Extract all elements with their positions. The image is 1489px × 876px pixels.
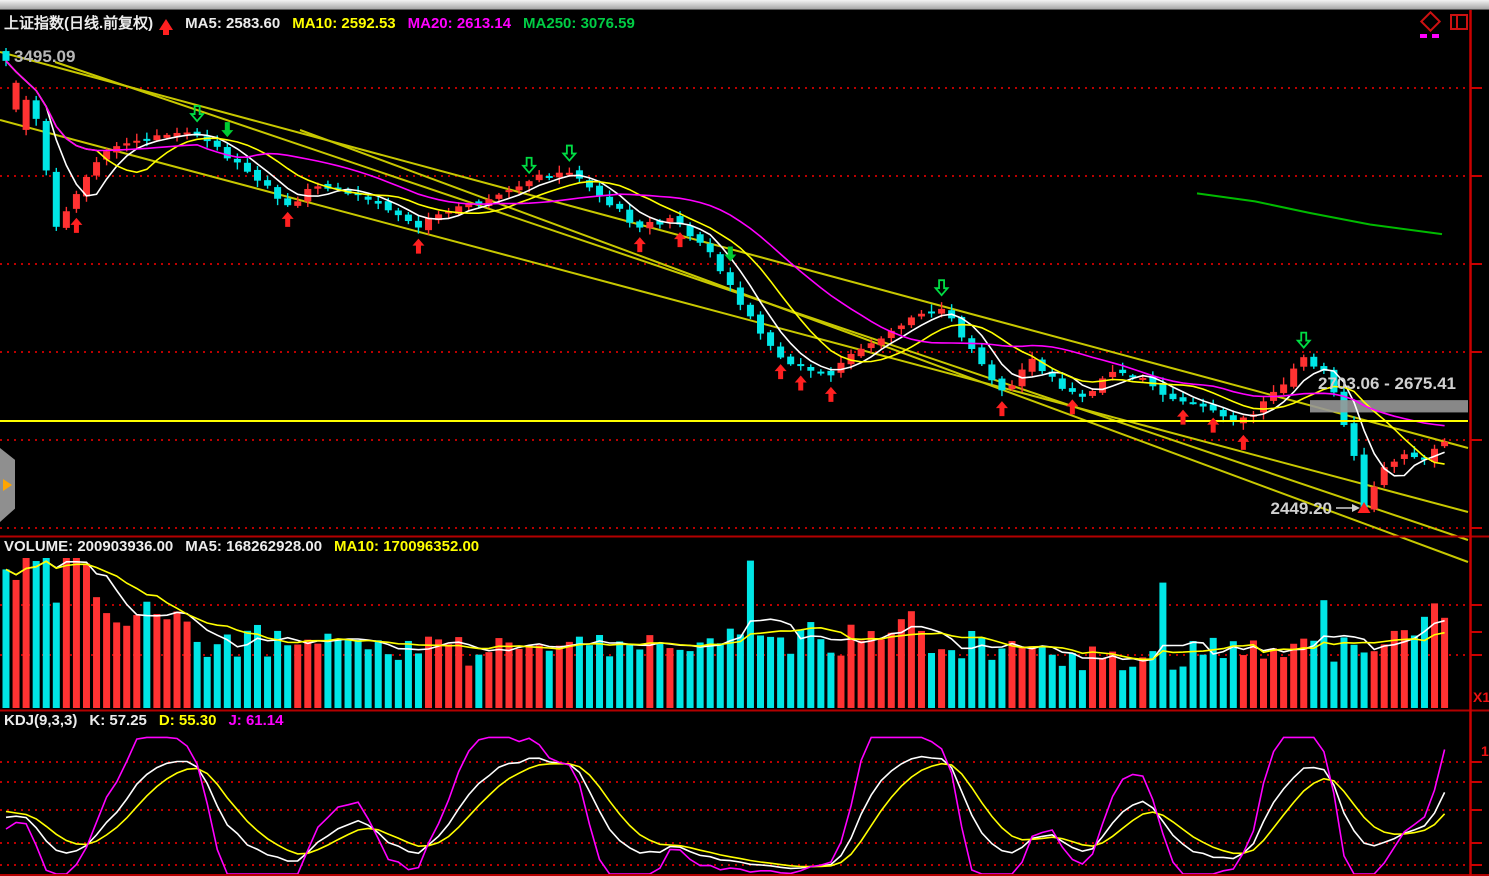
expand-arrow-icon [3, 479, 12, 491]
sell-alert-icon [521, 156, 538, 175]
chart-toolbar [1419, 10, 1468, 38]
buy-signal-icon [412, 238, 425, 254]
window-titlebar [0, 0, 1489, 10]
chart-frame [0, 10, 1489, 876]
buy-signal-icon [1237, 434, 1250, 450]
kdj-label: KDJ(9,3,3) [4, 712, 78, 729]
volume-ma5-readout: MA5: 168262928.00 [185, 538, 323, 555]
low-label-arrow-icon [1336, 504, 1360, 512]
sell-signal-icon [724, 246, 737, 262]
candlestick-pane[interactable] [0, 48, 1469, 563]
sell-alert-icon [189, 105, 206, 123]
kdj-header: KDJ(9,3,3) K: 57.25 D: 55.30 J: 61.14 [4, 712, 296, 729]
kdj-k-readout: K: 57.25 [89, 712, 147, 729]
expand-panel-tab[interactable] [0, 448, 15, 522]
buy-signal-icon [794, 375, 807, 391]
buy-signal-icon [1177, 409, 1190, 425]
buy-signal-icon [774, 364, 787, 380]
ma10-readout: MA10: 2592.53 [292, 15, 396, 32]
diamond-icon [1419, 10, 1442, 33]
volume-ma10-readout: MA10: 170096352.00 [334, 538, 480, 555]
ma250-readout: MA250: 3076.59 [523, 15, 635, 32]
sell-alert-icon [1295, 331, 1312, 349]
split-window-button[interactable] [1450, 14, 1468, 30]
kdj-j-readout: J: 61.14 [228, 712, 284, 729]
sell-alert-icon [561, 144, 578, 162]
buy-signal-icon [1066, 399, 1079, 415]
ma20-readout: MA20: 2613.14 [407, 15, 512, 32]
buy-signal-icon [281, 211, 294, 227]
volume-readout: VOLUME: 200903936.00 [4, 538, 174, 555]
up-arrow-icon [159, 19, 174, 35]
diamond-dots [1420, 34, 1439, 38]
buy-signal-icon [70, 217, 83, 233]
axis-partial-label: 1 [1481, 743, 1489, 759]
volume-header: VOLUME: 200903936.00 MA5: 168262928.00 MA1… [4, 538, 491, 555]
chart-title: 上证指数(日线.前复权) [4, 15, 154, 32]
buy-signal-icon [674, 232, 687, 248]
buy-signal-icon [633, 237, 646, 253]
main-chart-header: 上证指数(日线.前复权) MA5: 2583.60 MA10: 2592.53 MA2… [4, 12, 647, 35]
sell-signal-icon [221, 122, 234, 138]
volume-unit-label: X1 [1473, 689, 1489, 705]
buy-signal-icon [995, 401, 1008, 417]
low-point-marker [1357, 502, 1371, 513]
kdj-d-readout: D: 55.30 [158, 712, 217, 729]
period-low-label: 2449.20 [1271, 499, 1332, 518]
ma5-readout: MA5: 2583.60 [185, 15, 281, 32]
buy-signal-icon [1207, 417, 1220, 433]
kdj-pane[interactable] [0, 736, 1468, 875]
buy-signal-icon [824, 386, 837, 402]
period-high-label: 3495.09 [14, 47, 75, 66]
draw-tool-button[interactable] [1419, 10, 1442, 38]
price-range-label: 2703.06 - 2675.41 [1318, 374, 1456, 393]
sell-alert-icon [933, 279, 950, 297]
volume-pane[interactable] [0, 558, 1468, 708]
